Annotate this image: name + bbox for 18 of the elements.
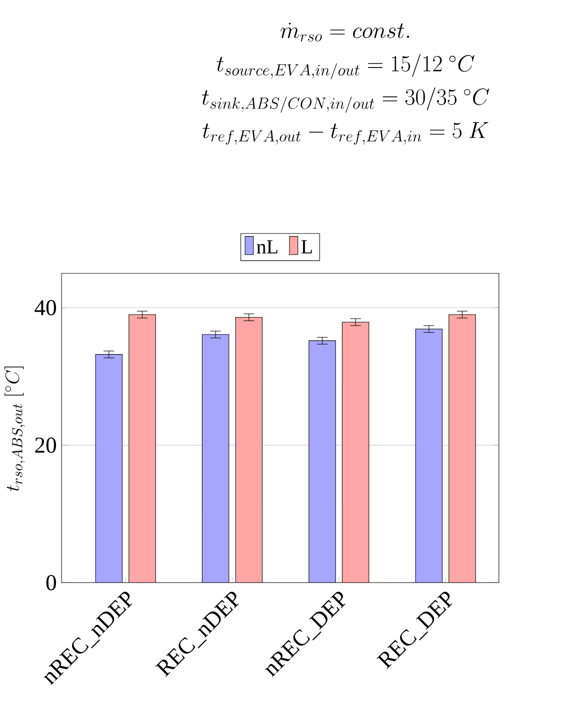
chart-title: $\dot{m}_{rso} = const.$: [280, 22, 410, 42]
y-tick-label: 40: [34, 300, 56, 316]
bar: [128, 314, 156, 583]
bar: [202, 334, 230, 583]
y-tick-label: 20: [35, 438, 56, 453]
bar: [235, 317, 263, 583]
y-tick-label: 0: [46, 575, 56, 590]
bar: [342, 322, 370, 583]
text: $t_{sink,ABS/CON,in/out} = 30/35\ {}^{\circ}C$: [202, 87, 490, 113]
bar: [448, 314, 476, 583]
bar: [95, 354, 123, 583]
y-axis-title: $t_{rso,ABS,out}\ [{}^{\circ}C]$: [4, 366, 26, 492]
legend-label: nL: [256, 240, 278, 254]
text: $t_{ref,EVA,out} - t_{ref,EVA,in} = 5\ K$: [202, 122, 488, 145]
bar: [308, 340, 336, 583]
text: $t_{source,EVA,in/out} = 15/12\ {}^{\circ}C$: [216, 54, 474, 80]
legend-label: L: [301, 240, 312, 254]
bar: [415, 328, 443, 583]
